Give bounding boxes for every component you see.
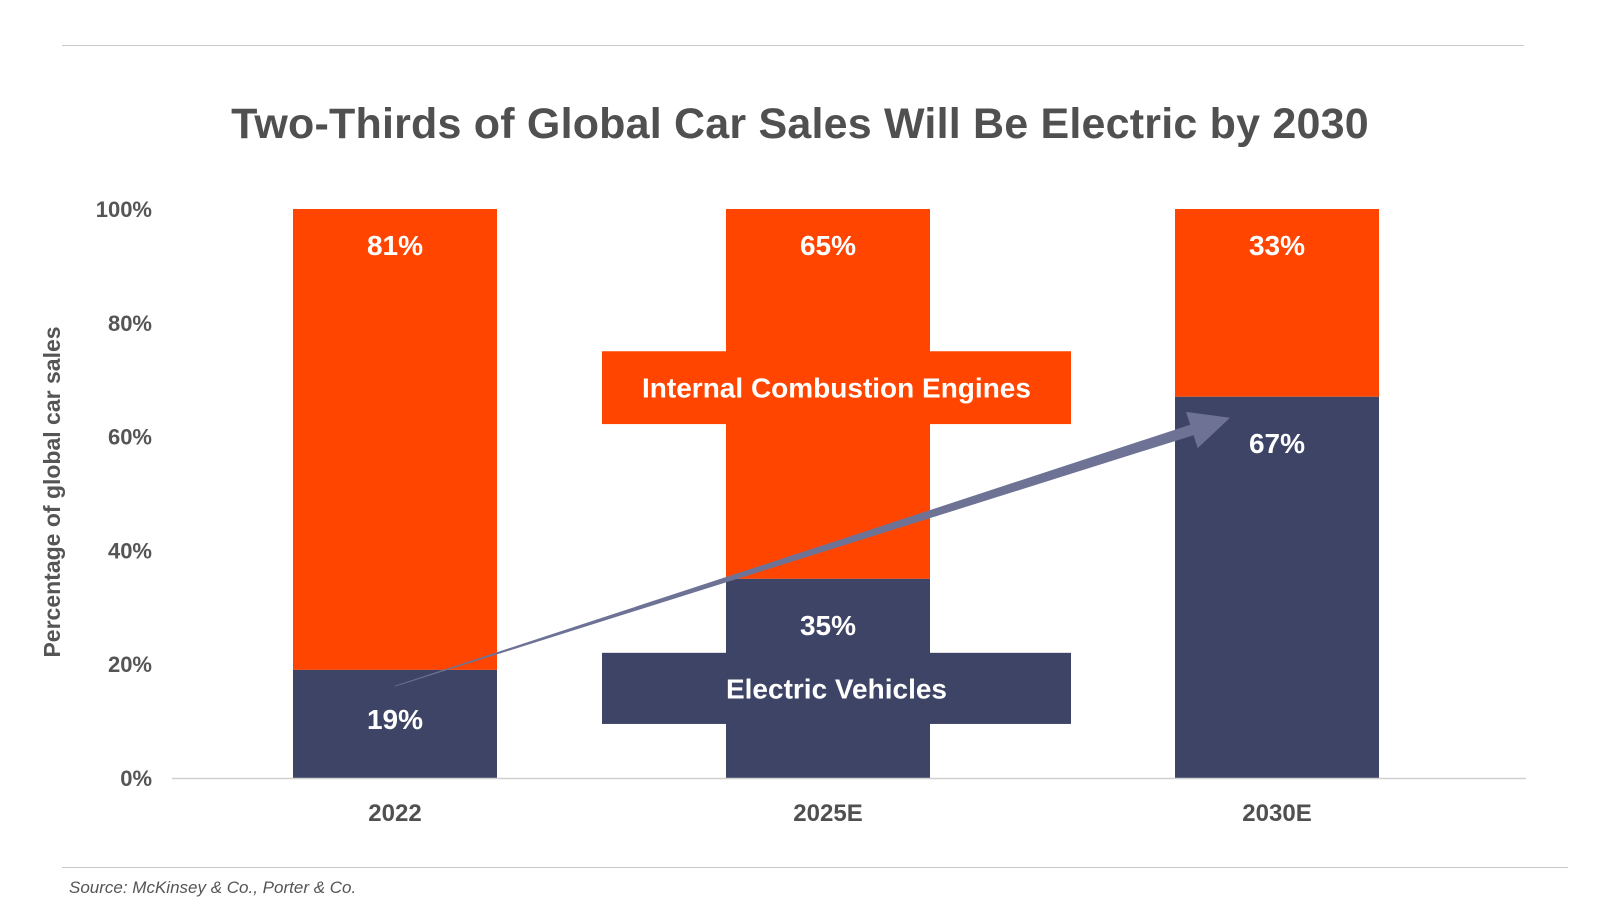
data-label-ice: 33% [1249,230,1305,261]
y-tick-label: 60% [108,425,152,450]
x-tick-label: 2022 [368,800,421,827]
y-tick-label: 80% [108,311,152,336]
y-axis: 0% 20% 40% 60% 80% 100% [96,197,152,791]
bottom-divider [62,867,1568,868]
y-tick-label: 0% [120,766,152,791]
data-label-ev: 35% [800,610,856,641]
y-tick-label: 100% [96,197,152,222]
legend-swatch-ev [602,652,1071,724]
y-tick-label: 40% [108,538,152,563]
x-axis: 2022 2025E 2030E [172,777,1526,827]
chart-title: Two-Thirds of Global Car Sales Will Be E… [231,100,1369,148]
legend-swatch-ice [602,351,1071,425]
trend-arrow [394,411,1230,687]
y-tick-label: 20% [108,652,152,677]
y-axis-label: Percentage of global car sales [39,326,65,657]
bar-segment-ev [1175,396,1379,778]
legend: Internal Combustion Engines Electric Vehi… [602,351,1071,724]
trend-arrow-shape [394,411,1230,687]
bar-segment-ice [293,209,497,670]
data-labels: 81% 19% 65% 35% 33% 67% [367,230,1305,735]
data-label-ice: 81% [367,230,423,261]
data-label-ev: 67% [1249,428,1305,459]
data-label-ice: 65% [800,230,856,261]
bar-segment-ice [1175,209,1379,397]
legend-label-ice: Internal Combustion Engines [642,373,1031,404]
source-note: Source: McKinsey & Co., Porter & Co. [69,878,357,897]
x-tick-label: 2030E [1242,800,1311,827]
x-tick-label: 2025E [793,800,862,827]
legend-label-ev: Electric Vehicles [726,673,947,704]
top-divider [62,45,1524,46]
data-label-ev: 19% [367,704,423,735]
bar-segment-ev [293,669,497,778]
